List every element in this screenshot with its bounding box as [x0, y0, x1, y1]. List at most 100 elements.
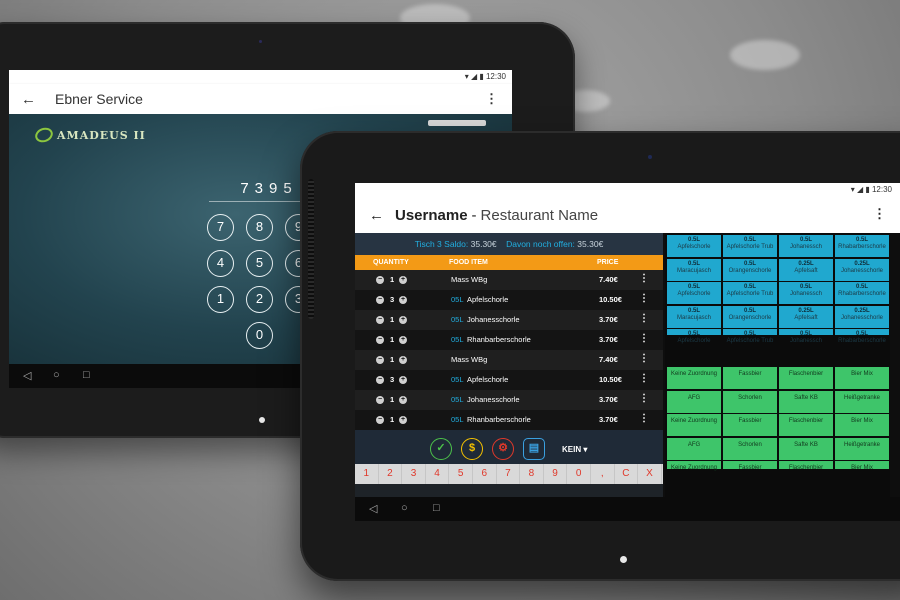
row-menu-icon[interactable]: ⋮ — [639, 373, 649, 384]
row-menu-icon[interactable]: ⋮ — [639, 273, 649, 284]
order-row[interactable]: −1 +05L Johanesschorle 3.70€ ⋮ — [355, 390, 663, 410]
back-arrow-icon[interactable]: ← — [21, 90, 36, 108]
category-tile[interactable]: Flaschenbier — [779, 414, 833, 436]
drink-tile[interactable]: 0.5L Apfelschorle Trub — [723, 282, 777, 304]
numpad-key[interactable]: 0 — [567, 464, 591, 484]
drink-tile[interactable]: 0.25L Apfelsaft — [779, 305, 833, 328]
keypad-key[interactable]: 2 — [246, 286, 273, 313]
keypad-key[interactable]: 1 — [207, 286, 234, 313]
category-tile[interactable]: Keine Zuordnung — [667, 414, 721, 436]
category-tile[interactable]: Fassbier — [723, 367, 777, 389]
plus-icon[interactable]: + — [399, 376, 407, 384]
numpad-key[interactable]: , — [591, 464, 615, 484]
keypad-key[interactable]: 4 — [207, 250, 234, 277]
home-button[interactable] — [259, 417, 265, 423]
drink-tile[interactable]: 0.5L Rhabarberschorle — [835, 235, 889, 257]
overflow-menu-icon[interactable]: ⋮ — [873, 206, 886, 221]
minus-icon[interactable]: − — [376, 296, 384, 304]
receipt-icon[interactable]: ▤ — [523, 438, 545, 460]
category-tile[interactable]: Safte KB — [779, 390, 833, 413]
plus-icon[interactable]: + — [399, 276, 407, 284]
drink-tile[interactable]: 0.5L Johanessch — [779, 282, 833, 304]
minus-icon[interactable]: − — [376, 336, 384, 344]
plus-icon[interactable]: + — [399, 416, 407, 424]
numpad-key[interactable]: 1 — [355, 464, 379, 484]
category-tile[interactable]: Heißgetranke — [835, 390, 889, 413]
order-row[interactable]: −1 + Mass WBg 7.40€ ⋮ — [355, 270, 663, 290]
drink-tile[interactable]: 0.5L Rhabarberschorle — [835, 282, 889, 304]
row-menu-icon[interactable]: ⋮ — [639, 393, 649, 404]
category-tile[interactable]: Bier Mix — [835, 367, 889, 389]
order-row[interactable]: −3 +05L Apfelschorle 10.50€ ⋮ — [355, 370, 663, 390]
back-arrow-icon[interactable]: ← — [369, 206, 384, 224]
category-tile[interactable]: Flaschenbier — [779, 461, 833, 471]
drink-tile[interactable]: 0.5L Rhabarberschorle — [835, 329, 889, 344]
drink-tile[interactable]: 0.5L Apfelschorle — [667, 329, 721, 344]
category-tile[interactable]: Schorlen — [723, 437, 777, 460]
category-tile[interactable]: Bier Mix — [835, 414, 889, 436]
drink-tile[interactable]: 0.5L Maracujasch — [667, 258, 721, 281]
numpad-key[interactable]: X — [638, 464, 662, 484]
minus-icon[interactable]: − — [376, 316, 384, 324]
login-button[interactable] — [428, 120, 486, 126]
numpad-key[interactable]: 4 — [426, 464, 450, 484]
order-row[interactable]: −1 +05L Rhanbarberschorle 3.70€ ⋮ — [355, 330, 663, 350]
plus-icon[interactable]: + — [399, 396, 407, 404]
order-row[interactable]: −1 + Mass WBg 7.40€ ⋮ — [355, 350, 663, 370]
category-tile[interactable]: Keine Zuordnung — [667, 367, 721, 389]
drink-tile[interactable]: 0.5L Orangenschorle — [723, 305, 777, 328]
category-tile[interactable]: Fassbier — [723, 461, 777, 471]
drink-tile[interactable]: 0.5L Maracujasch — [667, 305, 721, 328]
plus-icon[interactable]: + — [399, 316, 407, 324]
nav-home-icon[interactable]: ○ — [53, 369, 60, 381]
category-tile[interactable]: AFG — [667, 390, 721, 413]
drink-tile[interactable]: 0.25L Apfelsaft — [779, 258, 833, 281]
plus-icon[interactable]: + — [399, 356, 407, 364]
home-button[interactable] — [620, 556, 627, 563]
category-tile[interactable]: Heißgetranke — [835, 437, 889, 460]
order-row[interactable]: −1 +05L Rhanbarberschorle 3.70€ ⋮ — [355, 410, 663, 430]
order-row[interactable]: −1 +05L Johanesschorle 3.70€ ⋮ — [355, 310, 663, 330]
minus-icon[interactable]: − — [376, 416, 384, 424]
numpad-key[interactable]: 2 — [379, 464, 403, 484]
category-tile[interactable]: Safte KB — [779, 437, 833, 460]
minus-icon[interactable]: − — [376, 276, 384, 284]
category-tile[interactable]: Keine Zuordnung — [667, 461, 721, 471]
drink-tile[interactable]: 0.5L Apfelschorle Trub — [723, 329, 777, 344]
nav-home-icon[interactable]: ○ — [401, 502, 408, 514]
drink-tile[interactable]: 0.5L Johanessch — [779, 329, 833, 344]
numpad-key[interactable]: 9 — [544, 464, 568, 484]
keypad-key[interactable]: 5 — [246, 250, 273, 277]
row-menu-icon[interactable]: ⋮ — [639, 293, 649, 304]
category-tile[interactable]: Fassbier — [723, 414, 777, 436]
category-tile[interactable]: AFG — [667, 437, 721, 460]
numpad-key[interactable]: 6 — [473, 464, 497, 484]
plus-icon[interactable]: + — [399, 336, 407, 344]
row-menu-icon[interactable]: ⋮ — [639, 333, 649, 344]
nav-back-icon[interactable]: ◁ — [369, 503, 378, 515]
minus-icon[interactable]: − — [376, 376, 384, 384]
numpad-key[interactable]: 7 — [497, 464, 521, 484]
nav-back-icon[interactable]: ◁ — [23, 370, 32, 382]
keypad-key[interactable]: 8 — [246, 214, 273, 241]
kein-dropdown[interactable]: KEIN ▾ — [562, 445, 588, 454]
settings-gear-icon[interactable]: ⚙ — [492, 438, 514, 460]
drink-tile[interactable]: 0.5L Apfelschorle — [667, 235, 721, 257]
plus-icon[interactable]: + — [399, 296, 407, 304]
pay-dollar-icon[interactable]: $ — [461, 438, 483, 460]
numpad-key[interactable]: 8 — [520, 464, 544, 484]
row-menu-icon[interactable]: ⋮ — [639, 413, 649, 424]
category-tile[interactable]: Schorlen — [723, 390, 777, 413]
nav-recents-icon[interactable]: □ — [83, 369, 90, 381]
drink-tile[interactable]: 0.5L Apfelschorle — [667, 282, 721, 304]
drink-tile[interactable]: 0.25L Johanesschorle — [835, 305, 889, 328]
overflow-menu-icon[interactable]: ⋮ — [485, 91, 498, 106]
category-tile[interactable]: Flaschenbier — [779, 367, 833, 389]
row-menu-icon[interactable]: ⋮ — [639, 313, 649, 324]
numpad-key[interactable]: 5 — [449, 464, 473, 484]
nav-recents-icon[interactable]: □ — [433, 502, 440, 514]
order-row[interactable]: −3 +05L Apfelschorle 10.50€ ⋮ — [355, 290, 663, 310]
confirm-check-icon[interactable]: ✓ — [430, 438, 452, 460]
drink-tile[interactable]: 0.5L Orangenschorle — [723, 258, 777, 281]
numpad-key[interactable]: 3 — [402, 464, 426, 484]
